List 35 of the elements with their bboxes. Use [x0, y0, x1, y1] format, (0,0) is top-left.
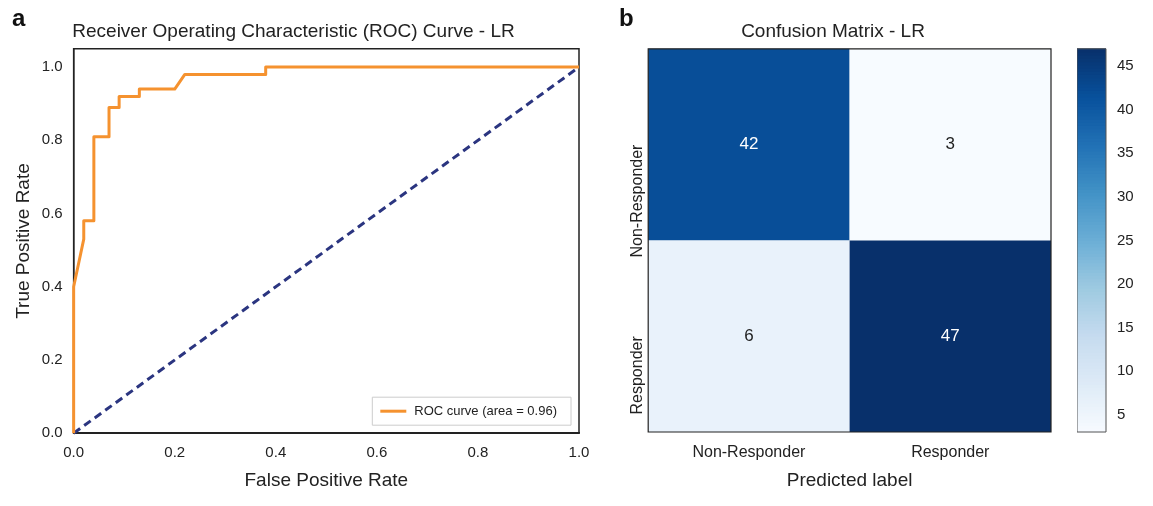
x-tick-label: 0.8: [467, 443, 489, 461]
color-bar-label: 35: [1117, 143, 1134, 161]
x-tick-label: Non-Responder: [692, 443, 807, 461]
data-label: 47: [940, 325, 960, 345]
color-bar-label: 40: [1117, 99, 1134, 117]
y-tick-label: 0.8: [41, 130, 63, 148]
x-tick-label: 0.0: [63, 443, 85, 461]
data-label: 6: [744, 325, 754, 345]
legend-label: ROC curve (area = 0.96): [414, 402, 558, 418]
x-tick-label: Responder: [911, 443, 991, 461]
color-bar-label: 20: [1117, 274, 1134, 292]
x-axis-title: Predicted label: [786, 468, 913, 490]
data-label: 3: [945, 134, 956, 154]
y-tick-label: 0.2: [41, 350, 63, 368]
color-bar-label: 25: [1117, 230, 1134, 248]
y-tick-label: 0.6: [41, 203, 63, 221]
text: b: [619, 4, 634, 32]
y-axis-title: True Positive Rate: [11, 163, 33, 319]
color-bar-label: 45: [1117, 56, 1134, 74]
color-bar-label: 30: [1117, 187, 1134, 204]
chart-title: Confusion Matrix - LR: [741, 19, 925, 41]
y-tick-label: 0.4: [41, 276, 63, 294]
x-tick-label: 0.4: [265, 443, 287, 461]
text: a: [12, 4, 26, 32]
x-tick-label: 1.0: [568, 443, 590, 461]
y-tick-label: 1.0: [41, 57, 63, 75]
y-tick-label: 0.0: [41, 423, 63, 441]
data-label: 42: [739, 134, 759, 154]
color-bar-label: 10: [1117, 361, 1134, 379]
chart-title: Receiver Operating Characteristic (ROC) Curve - LR: [72, 19, 515, 41]
x-axis-title: False Positive Rate: [244, 468, 409, 490]
color-bar-label: 5: [1117, 404, 1126, 422]
x-tick-label: 0.2: [164, 443, 186, 461]
color-bar-label: 15: [1117, 317, 1134, 335]
x-tick-label: 0.6: [366, 443, 388, 461]
